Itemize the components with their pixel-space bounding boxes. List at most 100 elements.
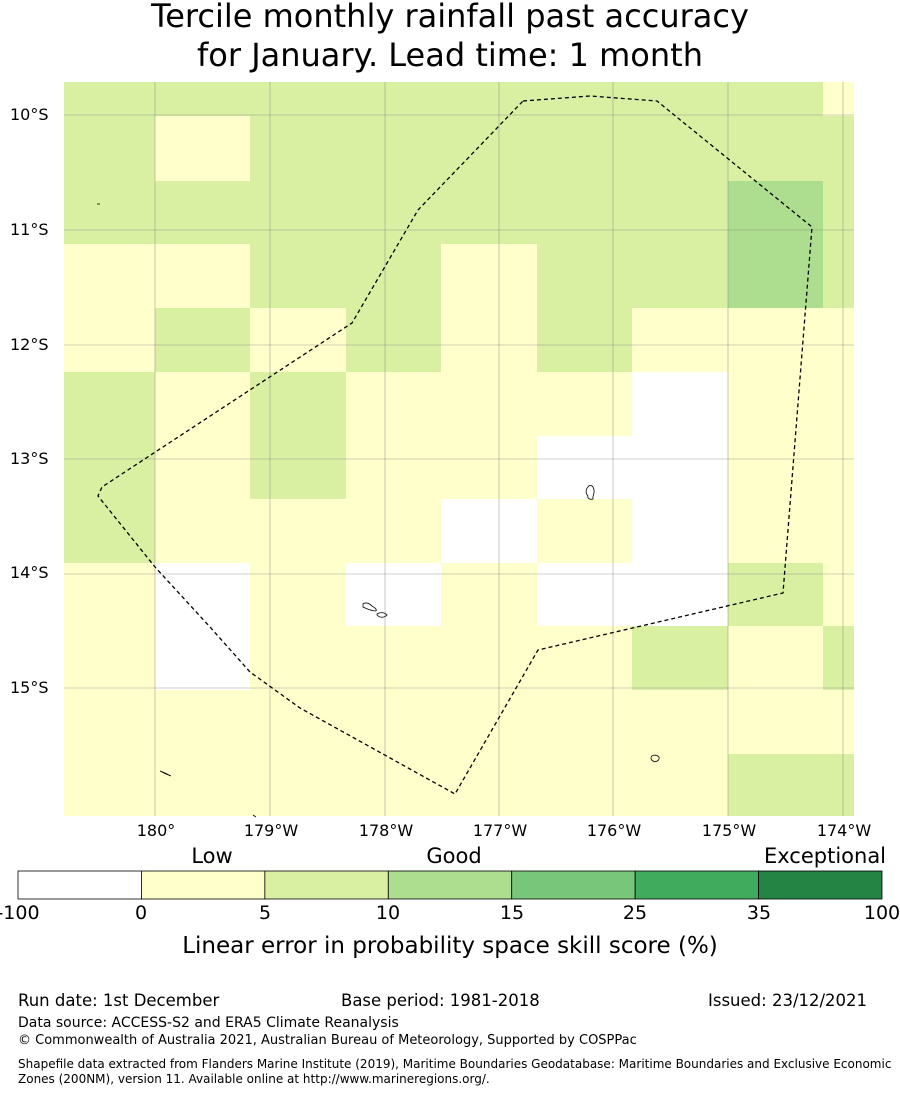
grid-cell-r4-c6 [632,308,728,372]
grid-cell-r6-c8 [823,436,854,499]
grid-cell-r10-c4 [441,690,537,754]
grid-cell-r10-c3 [346,690,441,754]
grid-cell-r3-c4 [441,244,537,308]
grid-cell-r0-c1 [155,82,250,116]
grid-cell-r3-c7 [728,244,823,308]
grid-cell-r5-c2 [250,372,346,436]
grid-cell-r4-c8 [823,308,854,372]
grid-cell-r1-c8 [823,116,854,181]
grid-cell-r6-c1 [155,436,250,499]
grid-cell-r10-c6 [632,690,728,754]
grid-cell-r9-c1 [155,626,250,690]
grid-cell-r6-c3 [346,436,441,499]
grid-cell-r1-c5 [537,116,632,181]
grid-cell-r3-c1 [155,244,250,308]
grid-cell-r8-c0 [64,563,155,626]
colorbar-tick-100: 100 [863,902,900,924]
lat-label-12s: 12°S [10,335,49,354]
grid-cell-r2-c5 [537,181,632,244]
base-period: Base period: 1981-2018 [341,991,540,1010]
grid-cell-r4-c1 [155,308,250,372]
grid-cell-r1-c6 [632,116,728,181]
grid-cell-r9-c3 [346,626,441,690]
category-exceptional: Exceptional [763,844,887,868]
grid-cell-r4-c2 [250,308,346,372]
grid-cell-r7-c6 [632,499,728,563]
grid-cell-r1-c7 [728,116,823,181]
colorbar-swatch-2 [264,870,389,900]
grid-cell-r0-c2 [250,82,346,116]
grid-cell-r11-c7 [728,754,823,816]
grid-cell-r5-c0 [64,372,155,436]
grid-cell-r2-c4 [441,181,537,244]
lon-label-176w: 176°W [586,821,642,840]
grid-cell-r1-c4 [441,116,537,181]
grid-cell-r7-c1 [155,499,250,563]
island-bottom [252,814,257,818]
lat-label-14s: 14°S [10,563,49,582]
grid-cell-r8-c2 [250,563,346,626]
grid-cell-r5-c8 [823,372,854,436]
island-outlines [97,203,660,818]
grid-cell-r4-c0 [64,308,155,372]
island-wallis-1 [362,602,377,612]
grid-cell-r11-c6 [632,754,728,816]
grid-cell-r11-c3 [346,754,441,816]
grid-cell-r1-c3 [346,116,441,181]
grid-cell-r5-c7 [728,372,823,436]
colorbar-tick-15: 15 [499,902,525,924]
grid-cell-r4-c4 [441,308,537,372]
grid-cell-r10-c1 [155,690,250,754]
grid-cell-r1-c1 [155,116,250,181]
grid-cell-r6-c4 [441,436,537,499]
shapefile-credit-line-2: Zones (200NM), version 11. Available onl… [18,1072,490,1086]
grid-cell-r11-c5 [537,754,632,816]
grid-cell-r4-c7 [728,308,823,372]
grid-cell-r9-c2 [250,626,346,690]
grid-cell-r5-c6 [632,372,728,436]
colorbar-swatch-5 [634,870,759,900]
grid-cell-r8-c1 [155,563,250,626]
grid-cell-r5-c5 [537,372,632,436]
grid-cell-r0-c6 [632,82,728,116]
grid-cell-r2-c1 [155,181,250,244]
grid-cell-r6-c7 [728,436,823,499]
colorbar-tick-10: 10 [375,902,401,924]
colorbar-swatch-6 [758,870,883,900]
colorbar-swatch-3 [387,870,513,900]
grid-cell-r0-c4 [441,82,537,116]
grid-cell-r0-c8 [823,82,854,116]
grid-cell-r11-c1 [155,754,250,816]
grid-cell-r2-c6 [632,181,728,244]
grid-cell-r10-c0 [64,690,155,754]
copyright-notice: © Commonwealth of Australia 2021, Austra… [18,1033,637,1048]
grid-cell-r10-c5 [537,690,632,754]
grid-cell-r11-c4 [441,754,537,816]
grid-cell-r5-c3 [346,372,441,436]
lat-label-10s: 10°S [10,105,49,124]
lon-label-180: 180° [136,821,176,840]
lon-label-174w: 174°W [816,821,872,840]
grid-cell-r2-c8 [823,181,854,244]
colorbar-tick-35: 35 [746,902,772,924]
grid-cell-r9-c4 [441,626,537,690]
chart-title-line-2: for January. Lead time: 1 month [197,36,703,74]
grid-cell-r11-c8 [823,754,854,816]
grid-cell-r1-c2 [250,116,346,181]
lon-label-178w: 178°W [358,821,414,840]
map-gridlines [64,82,854,816]
grid-cell-r3-c0 [64,244,155,308]
lat-label-11s: 11°S [10,220,49,239]
data-source: Data source: ACCESS-S2 and ERA5 Climate … [18,1015,399,1031]
colorbar-tick-25: 25 [622,902,648,924]
island-south [650,754,660,763]
colorbar [17,870,883,900]
grid-cell-r8-c3 [346,563,441,626]
grid-cell-r7-c3 [346,499,441,563]
grid-cell-r6-c0 [64,436,155,499]
lat-label-13s: 13°S [10,449,49,468]
grid-cell-r0-c0 [64,82,155,116]
grid-cell-r9-c6 [632,626,728,690]
grid-cell-r9-c7 [728,626,823,690]
